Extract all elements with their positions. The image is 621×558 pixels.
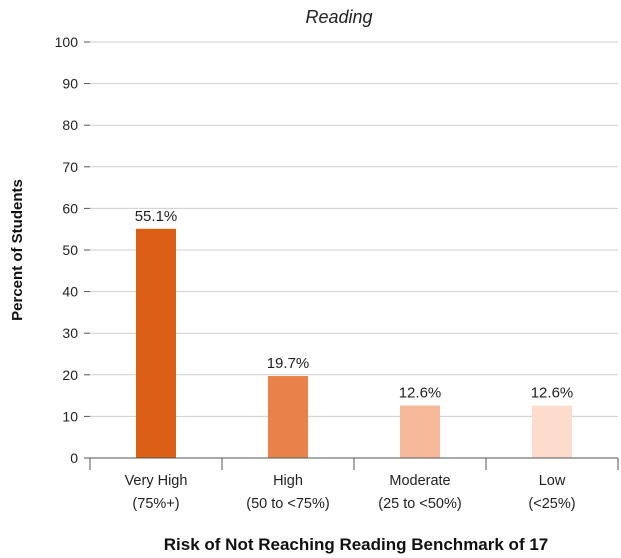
data-label: 55.1% [135,208,178,225]
y-axis-ticks: 0 10 20 30 40 50 60 70 80 90 100 [55,34,90,466]
y-tick-label: 60 [62,200,78,216]
y-tick-label: 40 [62,284,78,300]
x-axis-label: Risk of Not Reaching Reading Benchmark o… [164,535,548,554]
y-tick-label: 20 [62,367,78,383]
y-tick-label: 0 [70,450,78,466]
bar [136,228,176,458]
data-label: 19.7% [267,355,310,372]
category-sublabel: (<25%) [528,496,575,512]
bars [136,228,572,458]
x-axis-ticks [89,458,619,470]
y-tick-label: 90 [62,76,78,92]
data-labels: 55.1% 19.7% 12.6% 12.6% [135,208,574,402]
category-label: Very High [125,473,188,489]
y-tick-label: 30 [62,325,78,341]
category-label: High [273,473,303,489]
y-axis-label: Percent of Students [9,179,26,321]
category-label: Low [539,473,566,489]
category-sublabel: (25 to <50%) [378,496,461,512]
category-sublabel: (75%+) [132,496,179,512]
data-label: 12.6% [531,385,574,402]
bar [532,405,572,458]
y-tick-label: 70 [62,159,78,175]
category-labels: Very High (75%+) High (50 to <75%) Moderate (… [125,473,576,512]
category-label: Moderate [389,473,450,489]
y-tick-label: 100 [55,34,79,50]
y-tick-label: 10 [62,408,78,424]
data-label: 12.6% [399,385,442,402]
bar [400,405,440,458]
y-tick-label: 50 [62,242,78,258]
gridlines [90,41,618,417]
category-sublabel: (50 to <75%) [246,496,329,512]
bar [268,376,308,458]
chart-title: Reading [305,7,372,27]
y-tick-label: 80 [62,117,78,133]
